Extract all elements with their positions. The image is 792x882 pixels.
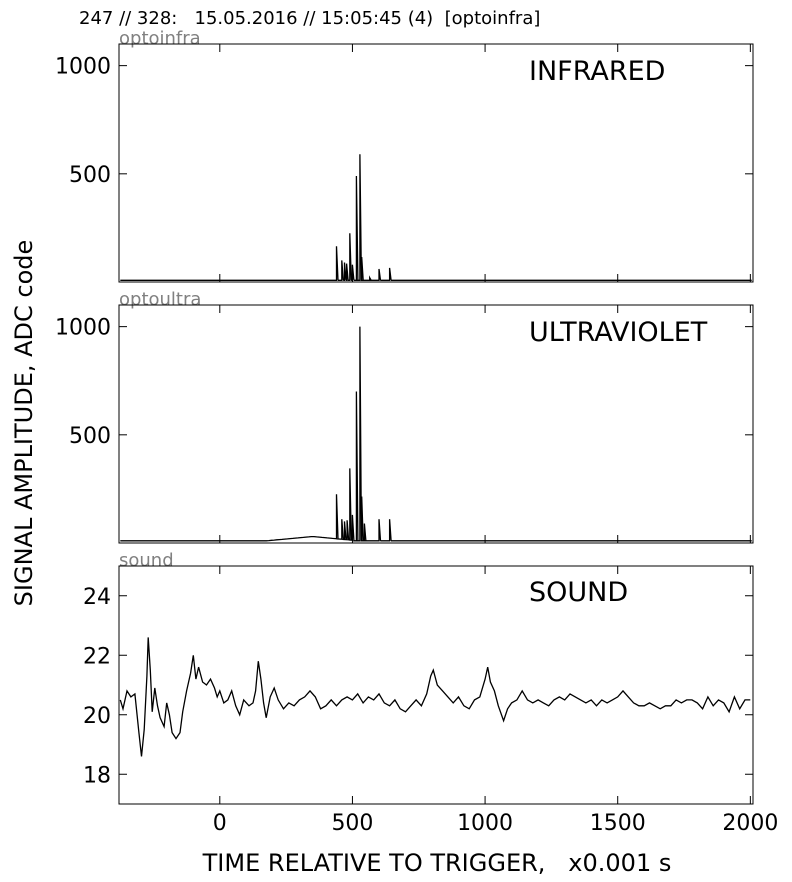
series-line (119, 637, 751, 757)
panel-sound-frame (118, 565, 754, 805)
y-tick-label: 1000 (55, 55, 111, 80)
y-tick-label: 22 (83, 644, 111, 669)
chart-header: 247 // 328: 15.05.2016 // 15:05:45 (4) [… (79, 8, 541, 29)
x-tick-label: 1500 (590, 811, 646, 836)
panel-sound-content: 18 20 22 24 0 500 1000 1500 2000 (83, 566, 778, 836)
x-tick-label: 1000 (457, 811, 513, 836)
panel-ultraviolet-title: optoultra (119, 289, 201, 310)
x-tick-label: 500 (331, 811, 373, 836)
y-tick-label: 20 (83, 704, 111, 729)
series-line (120, 154, 752, 281)
panel-infrared-label: INFRARED (529, 56, 665, 87)
panel-infrared-title: optoinfra (119, 28, 201, 49)
panel-sound-label: SOUND (529, 577, 628, 608)
panel-infrared: optoinfra INFRARED 500 1000 (55, 28, 754, 283)
y-tick-label: 500 (69, 424, 111, 449)
panel-infrared-frame (118, 43, 754, 283)
panel-ultraviolet-content: 500 1000 (55, 305, 753, 543)
panel-ultraviolet: optoultra ULTRAVIOLET 500 1000 (55, 289, 754, 544)
y-tick-label: 24 (83, 585, 111, 610)
series-line (120, 326, 752, 542)
x-tick-label: 0 (213, 811, 227, 836)
x-axis-label: TIME RELATIVE TO TRIGGER, x0.001 s (202, 849, 672, 877)
y-tick-label: 1000 (55, 316, 111, 341)
y-tick-label: 18 (83, 763, 111, 788)
y-tick-label: 500 (69, 163, 111, 188)
panel-sound: sound SOUND 18 20 22 24 0 500 1000 1500 2000 (83, 550, 778, 836)
panel-sound-title: sound (119, 550, 174, 571)
panel-ultraviolet-label: ULTRAVIOLET (529, 317, 708, 348)
panel-infrared-content: 500 1000 (55, 44, 753, 282)
x-tick-label: 2000 (722, 811, 778, 836)
panel-ultraviolet-frame (118, 304, 754, 544)
